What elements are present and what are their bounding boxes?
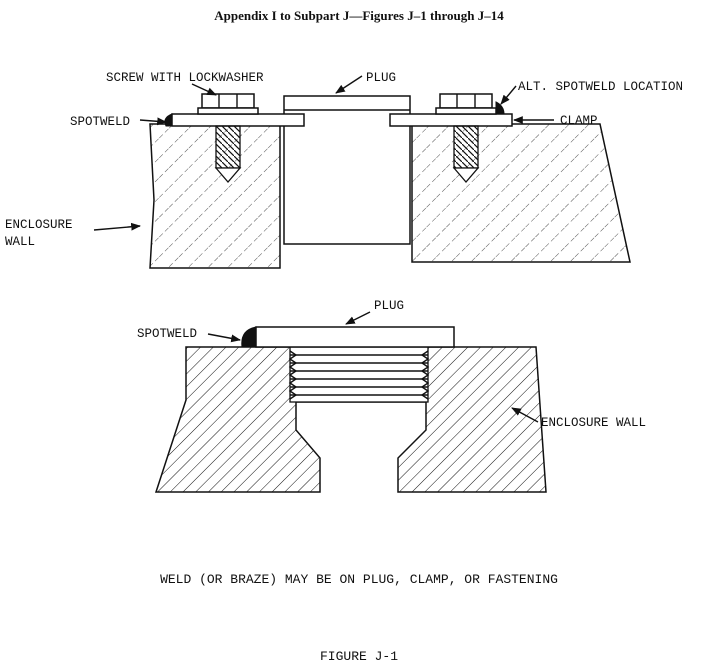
leader-lower-plug [345, 311, 371, 325]
label-clamp: CLAMP [560, 114, 598, 128]
label-enclosure-wall-line2: WALL [5, 235, 35, 249]
leader-lower-spotweld [207, 333, 241, 343]
leader-lower-enclosure-wall [511, 407, 539, 423]
leader-upper-plug [335, 75, 363, 94]
label-lower-plug: PLUG [374, 299, 404, 313]
lower-figure: PLUG SPOTWELD ENCLOSURE WALL [137, 299, 646, 493]
left-lockwasher [197, 107, 259, 115]
right-lockwasher [435, 107, 497, 115]
leader-upper-spotweld [139, 117, 167, 126]
left-screw-tip [214, 167, 242, 183]
label-screw-with-lockwasher: SCREW WITH LOCKWASHER [106, 71, 264, 85]
upper-figure: SCREW WITH LOCKWASHER PLUG ALT. SPOTWELD… [5, 71, 683, 269]
left-enclosure-wall [149, 123, 281, 269]
lower-plug [255, 326, 455, 348]
label-lower-enclosure-wall: ENCLOSURE WALL [541, 416, 646, 430]
lower-spotweld [241, 326, 257, 348]
right-screw-shank [453, 125, 479, 169]
label-upper-plug: PLUG [366, 71, 396, 85]
left-screw-head [201, 93, 255, 109]
right-enclosure-wall [411, 123, 631, 263]
right-clamp [389, 113, 513, 127]
left-screw-shank [215, 125, 241, 169]
upper-spotweld [164, 113, 173, 127]
label-alt-spotweld-location: ALT. SPOTWELD LOCATION [518, 80, 683, 94]
upper-plug [283, 95, 411, 245]
leader-screw [191, 83, 217, 96]
leader-alt-spotweld [500, 85, 517, 105]
left-clamp [171, 113, 305, 127]
weld-note: WELD (OR BRAZE) MAY BE ON PLUG, CLAMP, O… [160, 572, 558, 587]
label-upper-spotweld: SPOTWELD [70, 115, 130, 129]
figure-caption: FIGURE J-1 [320, 649, 398, 664]
label-lower-spotweld: SPOTWELD [137, 327, 197, 341]
alt-spotweld [495, 101, 505, 115]
leader-enclosure-wall [93, 222, 141, 231]
right-screw-tip [452, 167, 480, 183]
lower-thread-lines [288, 350, 430, 400]
page-heading: Appendix I to Subpart J—Figures J–1 thro… [214, 8, 504, 23]
label-enclosure-wall-line1: ENCLOSURE [5, 218, 73, 232]
right-screw-head [439, 93, 493, 109]
